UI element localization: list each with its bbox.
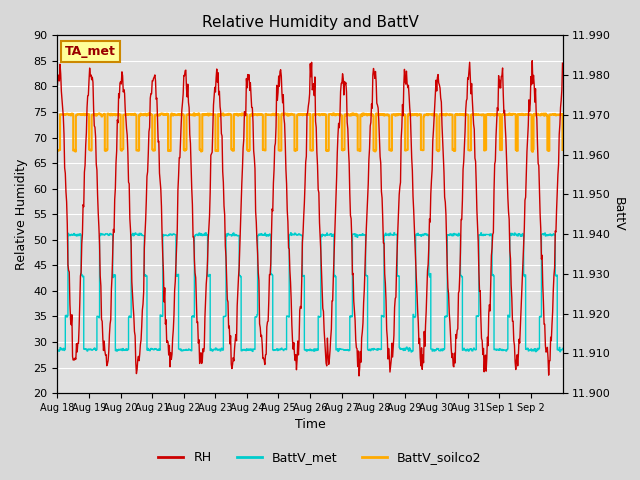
Y-axis label: BattV: BattV [612, 197, 625, 231]
Text: TA_met: TA_met [65, 45, 116, 58]
Y-axis label: Relative Humidity: Relative Humidity [15, 158, 28, 270]
Title: Relative Humidity and BattV: Relative Humidity and BattV [202, 15, 419, 30]
Legend: RH, BattV_met, BattV_soilco2: RH, BattV_met, BattV_soilco2 [154, 446, 486, 469]
X-axis label: Time: Time [294, 419, 325, 432]
